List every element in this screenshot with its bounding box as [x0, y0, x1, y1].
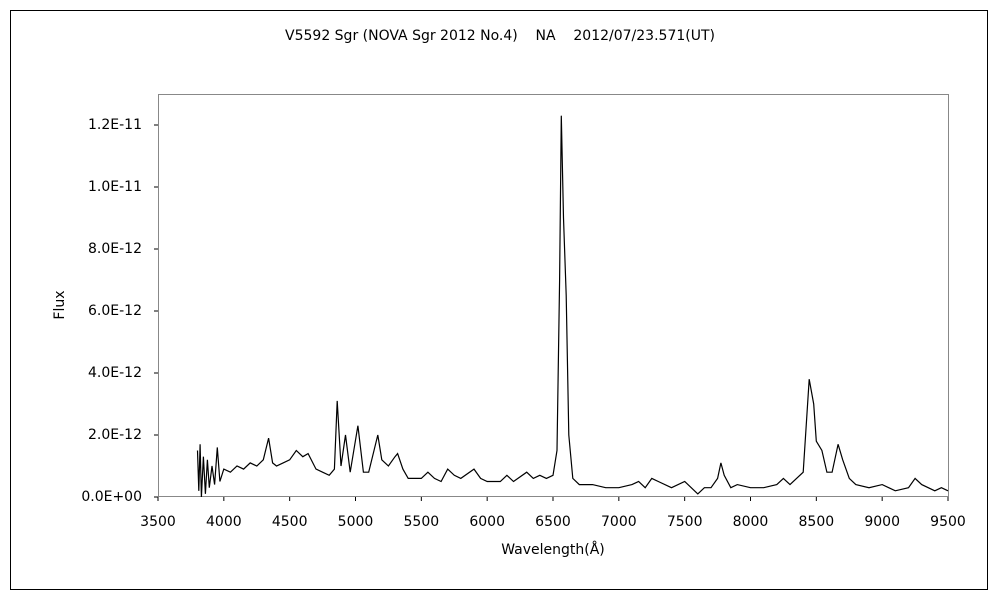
y-tick-label: 1.2E-11 — [88, 117, 142, 133]
y-tick-label: 0.0E+00 — [81, 489, 142, 505]
y-tick-label: 4.0E-12 — [88, 365, 142, 381]
x-tick-label: 7000 — [601, 514, 637, 530]
x-tick-label: 8000 — [733, 514, 769, 530]
x-tick-label: 3500 — [140, 514, 176, 530]
y-tick-label: 2.0E-12 — [88, 427, 142, 443]
y-tick-label: 1.0E-11 — [88, 179, 142, 195]
spectrum-line — [196, 115, 949, 498]
x-tick-label: 9500 — [930, 514, 966, 530]
x-tick-label: 4500 — [272, 514, 308, 530]
x-tick-label: 5000 — [338, 514, 374, 530]
x-axis-label: Wavelength(Å) — [501, 541, 605, 558]
plot-area — [158, 94, 949, 497]
x-tick-label: 7500 — [667, 514, 703, 530]
x-tick-label: 8500 — [799, 514, 835, 530]
x-tick-label: 4000 — [206, 514, 242, 530]
x-tick-label: 6000 — [469, 514, 505, 530]
y-tick-label: 8.0E-12 — [88, 241, 142, 257]
x-tick-label: 6500 — [535, 514, 571, 530]
y-tick-label: 6.0E-12 — [88, 303, 142, 319]
y-axis-label: Flux — [52, 290, 68, 319]
chart-title: V5592 Sgr (NOVA Sgr 2012 No.4) NA 2012/0… — [285, 28, 715, 44]
x-tick-label: 9000 — [864, 514, 900, 530]
x-tick-label: 5500 — [404, 514, 440, 530]
